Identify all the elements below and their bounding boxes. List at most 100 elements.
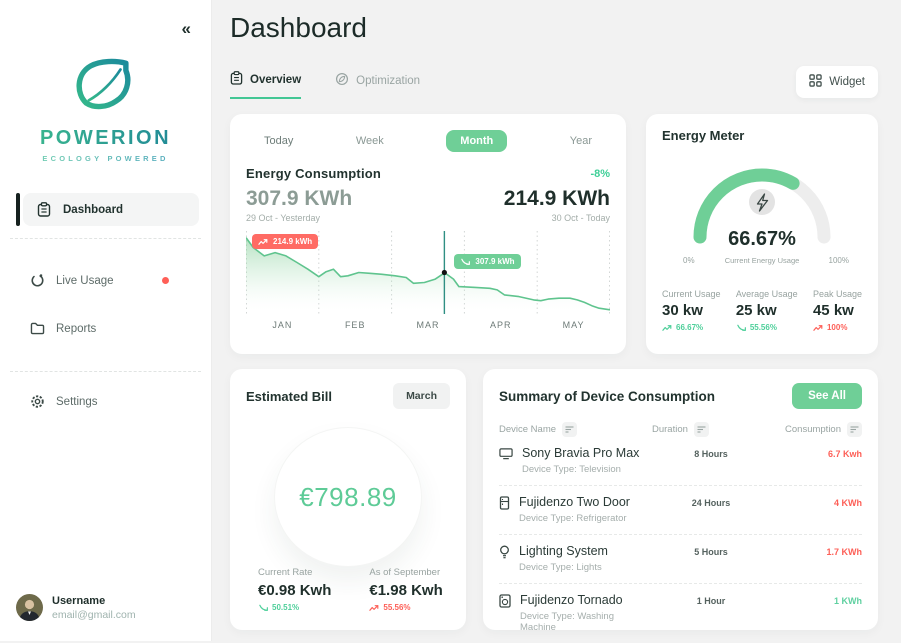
device-type: Device Type: Refrigerator: [519, 513, 627, 524]
cards-row-2: Estimated Bill March €798.89 Current Rat…: [230, 369, 878, 633]
leaf-logo-icon: [76, 58, 130, 110]
month-label: JAN: [272, 320, 293, 330]
period-month[interactable]: Month: [446, 130, 508, 152]
clipboard-icon: [230, 71, 243, 88]
consumption-change: -8%: [590, 167, 610, 180]
energy-meter-card: Energy Meter 66.67% Current Energy Usage…: [646, 114, 878, 354]
sort-icon: [697, 426, 706, 433]
lightbulb-icon: [499, 545, 510, 573]
device-row-sony-bravia[interactable]: Sony Bravia Pro Max Device Type: Televis…: [499, 437, 862, 486]
refrigerator-icon: [499, 496, 510, 524]
current-value: 214.9 KWh: [503, 187, 610, 210]
device-type: Device Type: Washing Machine: [520, 611, 614, 633]
month-label: MAY: [562, 320, 585, 330]
column-device-name: Device Name: [499, 424, 557, 435]
current-caption: 30 Oct - Today: [551, 213, 610, 223]
trend-up-icon: [662, 324, 672, 331]
trend-up-icon: [813, 324, 823, 331]
bill-month-selector[interactable]: March: [393, 383, 450, 409]
period-year[interactable]: Year: [569, 135, 592, 147]
stat-label: Peak Usage: [812, 289, 862, 299]
sort-consumption-button[interactable]: [847, 422, 862, 437]
sort-icon: [565, 426, 574, 433]
sidebar-item-label: Dashboard: [63, 203, 124, 216]
device-duration: 24 Hours: [691, 498, 731, 508]
sort-duration-button[interactable]: [693, 422, 709, 437]
gauge-max-label: 100%: [828, 256, 849, 265]
device-name: Fujidenzo Two Door: [519, 495, 630, 509]
sort-device-name-button[interactable]: [562, 422, 578, 437]
chart-marker-dot: [441, 269, 447, 276]
stat-delta: 100%: [813, 323, 862, 332]
stat-value: 45 kw: [812, 302, 854, 319]
brand-tagline: ECOLOGY POWERED: [0, 154, 211, 163]
stat-value: €1.98 Kwh: [369, 582, 443, 599]
meter-title: Energy Meter: [662, 128, 745, 143]
period-selector: Today Week Month Year: [246, 128, 610, 152]
user-email: email@gmail.com: [52, 608, 136, 621]
user-name: Username: [52, 594, 106, 607]
sidebar-item-label: Reports: [56, 322, 97, 335]
gauge-caption: Current Energy Usage: [724, 256, 800, 265]
widget-button-label: Widget: [829, 76, 865, 88]
trend-down-icon: [259, 604, 268, 611]
sidebar-collapse-button[interactable]: «: [181, 19, 191, 38]
gauge-min-label: 0%: [683, 256, 695, 265]
user-profile[interactable]: Username email@gmail.com: [0, 578, 211, 641]
divider: [10, 371, 201, 372]
sidebar-item-reports[interactable]: Reports: [0, 312, 211, 345]
stat-delta: 55.56%: [369, 603, 442, 612]
month-label: MAR: [416, 320, 440, 330]
folder-icon: [29, 322, 45, 335]
device-name: Fujidenzo Tornado: [520, 593, 623, 607]
sidebar-item-live-usage[interactable]: Live Usage: [0, 263, 211, 298]
stat-average-usage: Average Usage 25 kw 55.56%: [736, 289, 798, 332]
sidebar-item-dashboard[interactable]: Dashboard: [23, 193, 199, 226]
period-today[interactable]: Today: [264, 135, 294, 147]
device-consumption: 6.7 Kwh: [827, 449, 862, 459]
tab-label: Optimization: [356, 74, 421, 87]
device-duration: 1 Hour: [696, 596, 726, 606]
clipboard-icon: [36, 202, 52, 217]
chart-peak-badge: 214.9 kWh: [252, 234, 319, 249]
chart-marker-badge: 307.9 kWh: [454, 254, 521, 269]
device-name: Sony Bravia Pro Max: [522, 446, 640, 460]
bill-title: Estimated Bill: [246, 388, 332, 404]
device-row-lighting-system[interactable]: Lighting System Device Type: Lights 5 Ho…: [499, 535, 862, 584]
previous-value: 307.9 KWh: [246, 187, 353, 210]
meter-stats: Current Usage 30 kw 66.67% Average Usage…: [662, 289, 862, 332]
sidebar-item-settings[interactable]: Settings: [0, 384, 211, 419]
stat-current-usage: Current Usage 30 kw 66.67%: [662, 289, 721, 332]
sidebar-item-label: Live Usage: [56, 274, 114, 287]
washing-machine-icon: [499, 594, 511, 633]
tabs-row: Overview Optimization Widget: [230, 66, 878, 104]
notification-dot: [162, 277, 169, 284]
month-label: APR: [490, 320, 512, 330]
tab-optimization[interactable]: Optimization: [335, 72, 420, 98]
tab-label: Overview: [250, 73, 302, 86]
brand-name: POWERION: [0, 127, 211, 150]
column-duration: Duration: [652, 424, 688, 435]
active-indicator: [16, 193, 20, 226]
consumption-area-chart[interactable]: 214.9 kWh 307.9 kWh: [246, 231, 610, 314]
month-label: FEB: [344, 320, 366, 330]
sidebar-item-label: Settings: [56, 395, 98, 408]
widget-button[interactable]: Widget: [796, 66, 878, 98]
device-duration: 5 Hours: [694, 547, 728, 557]
television-icon: [499, 447, 513, 475]
sidebar: « POWERION ECOLOGY POWERED: [0, 0, 212, 641]
device-row-fujidenzo-tornado[interactable]: Fujidenzo Tornado Device Type: Washing M…: [499, 584, 862, 643]
see-all-button[interactable]: See All: [792, 383, 862, 409]
devices-table-header: Device Name Duration Consumption: [499, 422, 862, 437]
device-type: Device Type: Television: [522, 464, 621, 475]
divider: [10, 238, 201, 239]
estimated-bill-card: Estimated Bill March €798.89 Current Rat…: [230, 369, 466, 630]
stat-label: Current Rate: [258, 567, 313, 578]
device-row-fujidenzo-two-door[interactable]: Fujidenzo Two Door Device Type: Refriger…: [499, 486, 862, 535]
logo: POWERION ECOLOGY POWERED: [0, 56, 211, 163]
period-week[interactable]: Week: [355, 135, 384, 147]
consumption-title: Energy Consumption: [246, 166, 382, 181]
stat-value: 30 kw: [662, 302, 703, 319]
tab-overview[interactable]: Overview: [230, 71, 302, 99]
